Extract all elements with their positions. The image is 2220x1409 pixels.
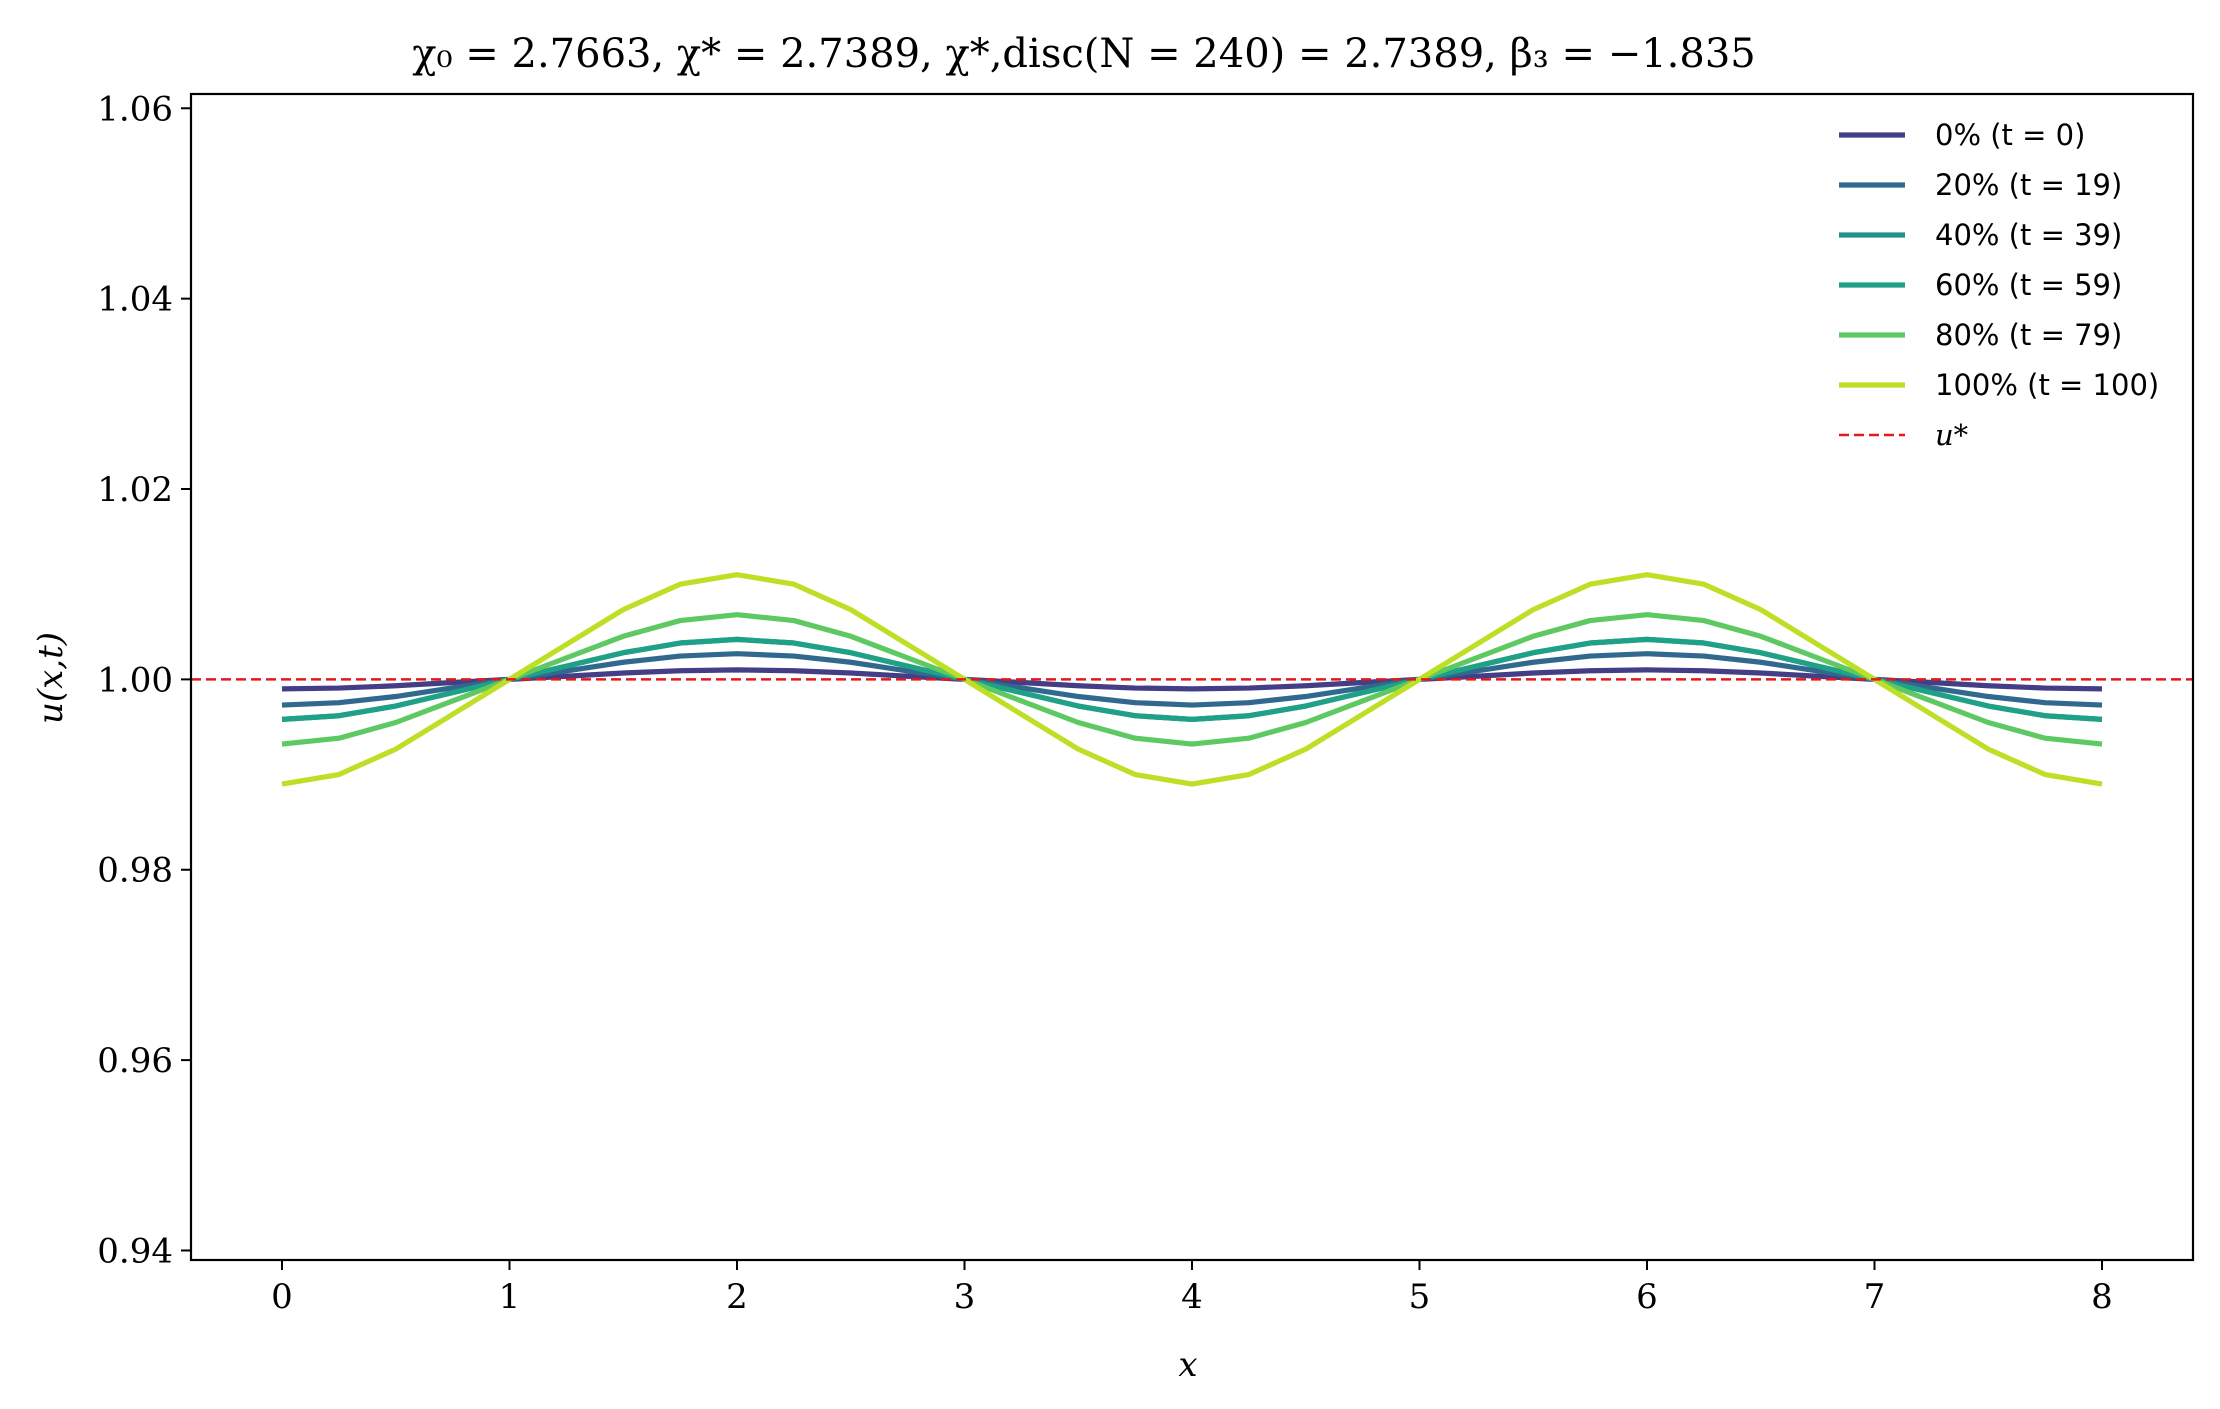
y-axis-label: u(x,t) bbox=[31, 632, 71, 724]
x-axis: 0 1 2 3 4 5 6 7 8 bbox=[271, 1260, 2113, 1317]
legend-entry: u* bbox=[1839, 418, 1969, 452]
plot-frame bbox=[189, 92, 2195, 1262]
y-tick-label: 1.00 bbox=[97, 660, 173, 700]
plot-area bbox=[189, 92, 2195, 1262]
legend-label: 40% (t = 39) bbox=[1935, 218, 2122, 252]
series-line-4 bbox=[281, 612, 2103, 747]
legend-entry: 20% (t = 19) bbox=[1839, 168, 2122, 202]
x-tick-label: 6 bbox=[1636, 1277, 1658, 1317]
legend-label: 100% (t = 100) bbox=[1935, 368, 2159, 402]
legend-label: 80% (t = 79) bbox=[1935, 318, 2122, 352]
legend-label: 0% (t = 0) bbox=[1935, 118, 2085, 152]
legend-entry: 80% (t = 79) bbox=[1839, 318, 2122, 352]
x-tick-label: 3 bbox=[954, 1277, 976, 1317]
series-line-5 bbox=[281, 572, 2103, 787]
y-tick-label: 0.98 bbox=[97, 851, 173, 891]
x-tick-label: 7 bbox=[1864, 1277, 1886, 1317]
series-line-3 bbox=[281, 636, 2103, 722]
x-axis-label: x bbox=[1178, 1345, 1197, 1385]
x-tick-label: 1 bbox=[499, 1277, 521, 1317]
series-line-0 bbox=[281, 667, 2103, 692]
legend-label: 20% (t = 19) bbox=[1935, 168, 2122, 202]
x-tick-label: 8 bbox=[2091, 1277, 2113, 1317]
x-tick-label: 0 bbox=[271, 1277, 293, 1317]
y-tick-label: 1.06 bbox=[97, 89, 173, 129]
x-tick-label: 5 bbox=[1409, 1277, 1431, 1317]
chart-title: χ₀ = 2.7663, χ* = 2.7389, χ*,disc(N = 24… bbox=[412, 31, 1755, 77]
legend: 0% (t = 0) 20% (t = 19) 40% (t = 39) 60% (t… bbox=[1839, 118, 2159, 452]
x-tick-label: 2 bbox=[726, 1277, 748, 1317]
y-tick-label: 1.02 bbox=[97, 470, 173, 510]
legend-label: 60% (t = 59) bbox=[1935, 268, 2122, 302]
series-line-1 bbox=[281, 651, 2103, 708]
legend-label: u* bbox=[1935, 418, 1969, 452]
legend-entry: 0% (t = 0) bbox=[1839, 118, 2085, 152]
y-axis: 0.94 0.96 0.98 1.00 1.02 1.04 1.06 bbox=[97, 89, 191, 1271]
legend-entry: 100% (t = 100) bbox=[1839, 368, 2159, 402]
y-tick-label: 0.96 bbox=[97, 1041, 173, 1081]
x-tick-label: 4 bbox=[1181, 1277, 1203, 1317]
y-tick-label: 0.94 bbox=[97, 1231, 173, 1271]
y-tick-label: 1.04 bbox=[97, 280, 173, 320]
legend-entry: 60% (t = 59) bbox=[1839, 268, 2122, 302]
legend-entry: 40% (t = 39) bbox=[1839, 218, 2122, 252]
